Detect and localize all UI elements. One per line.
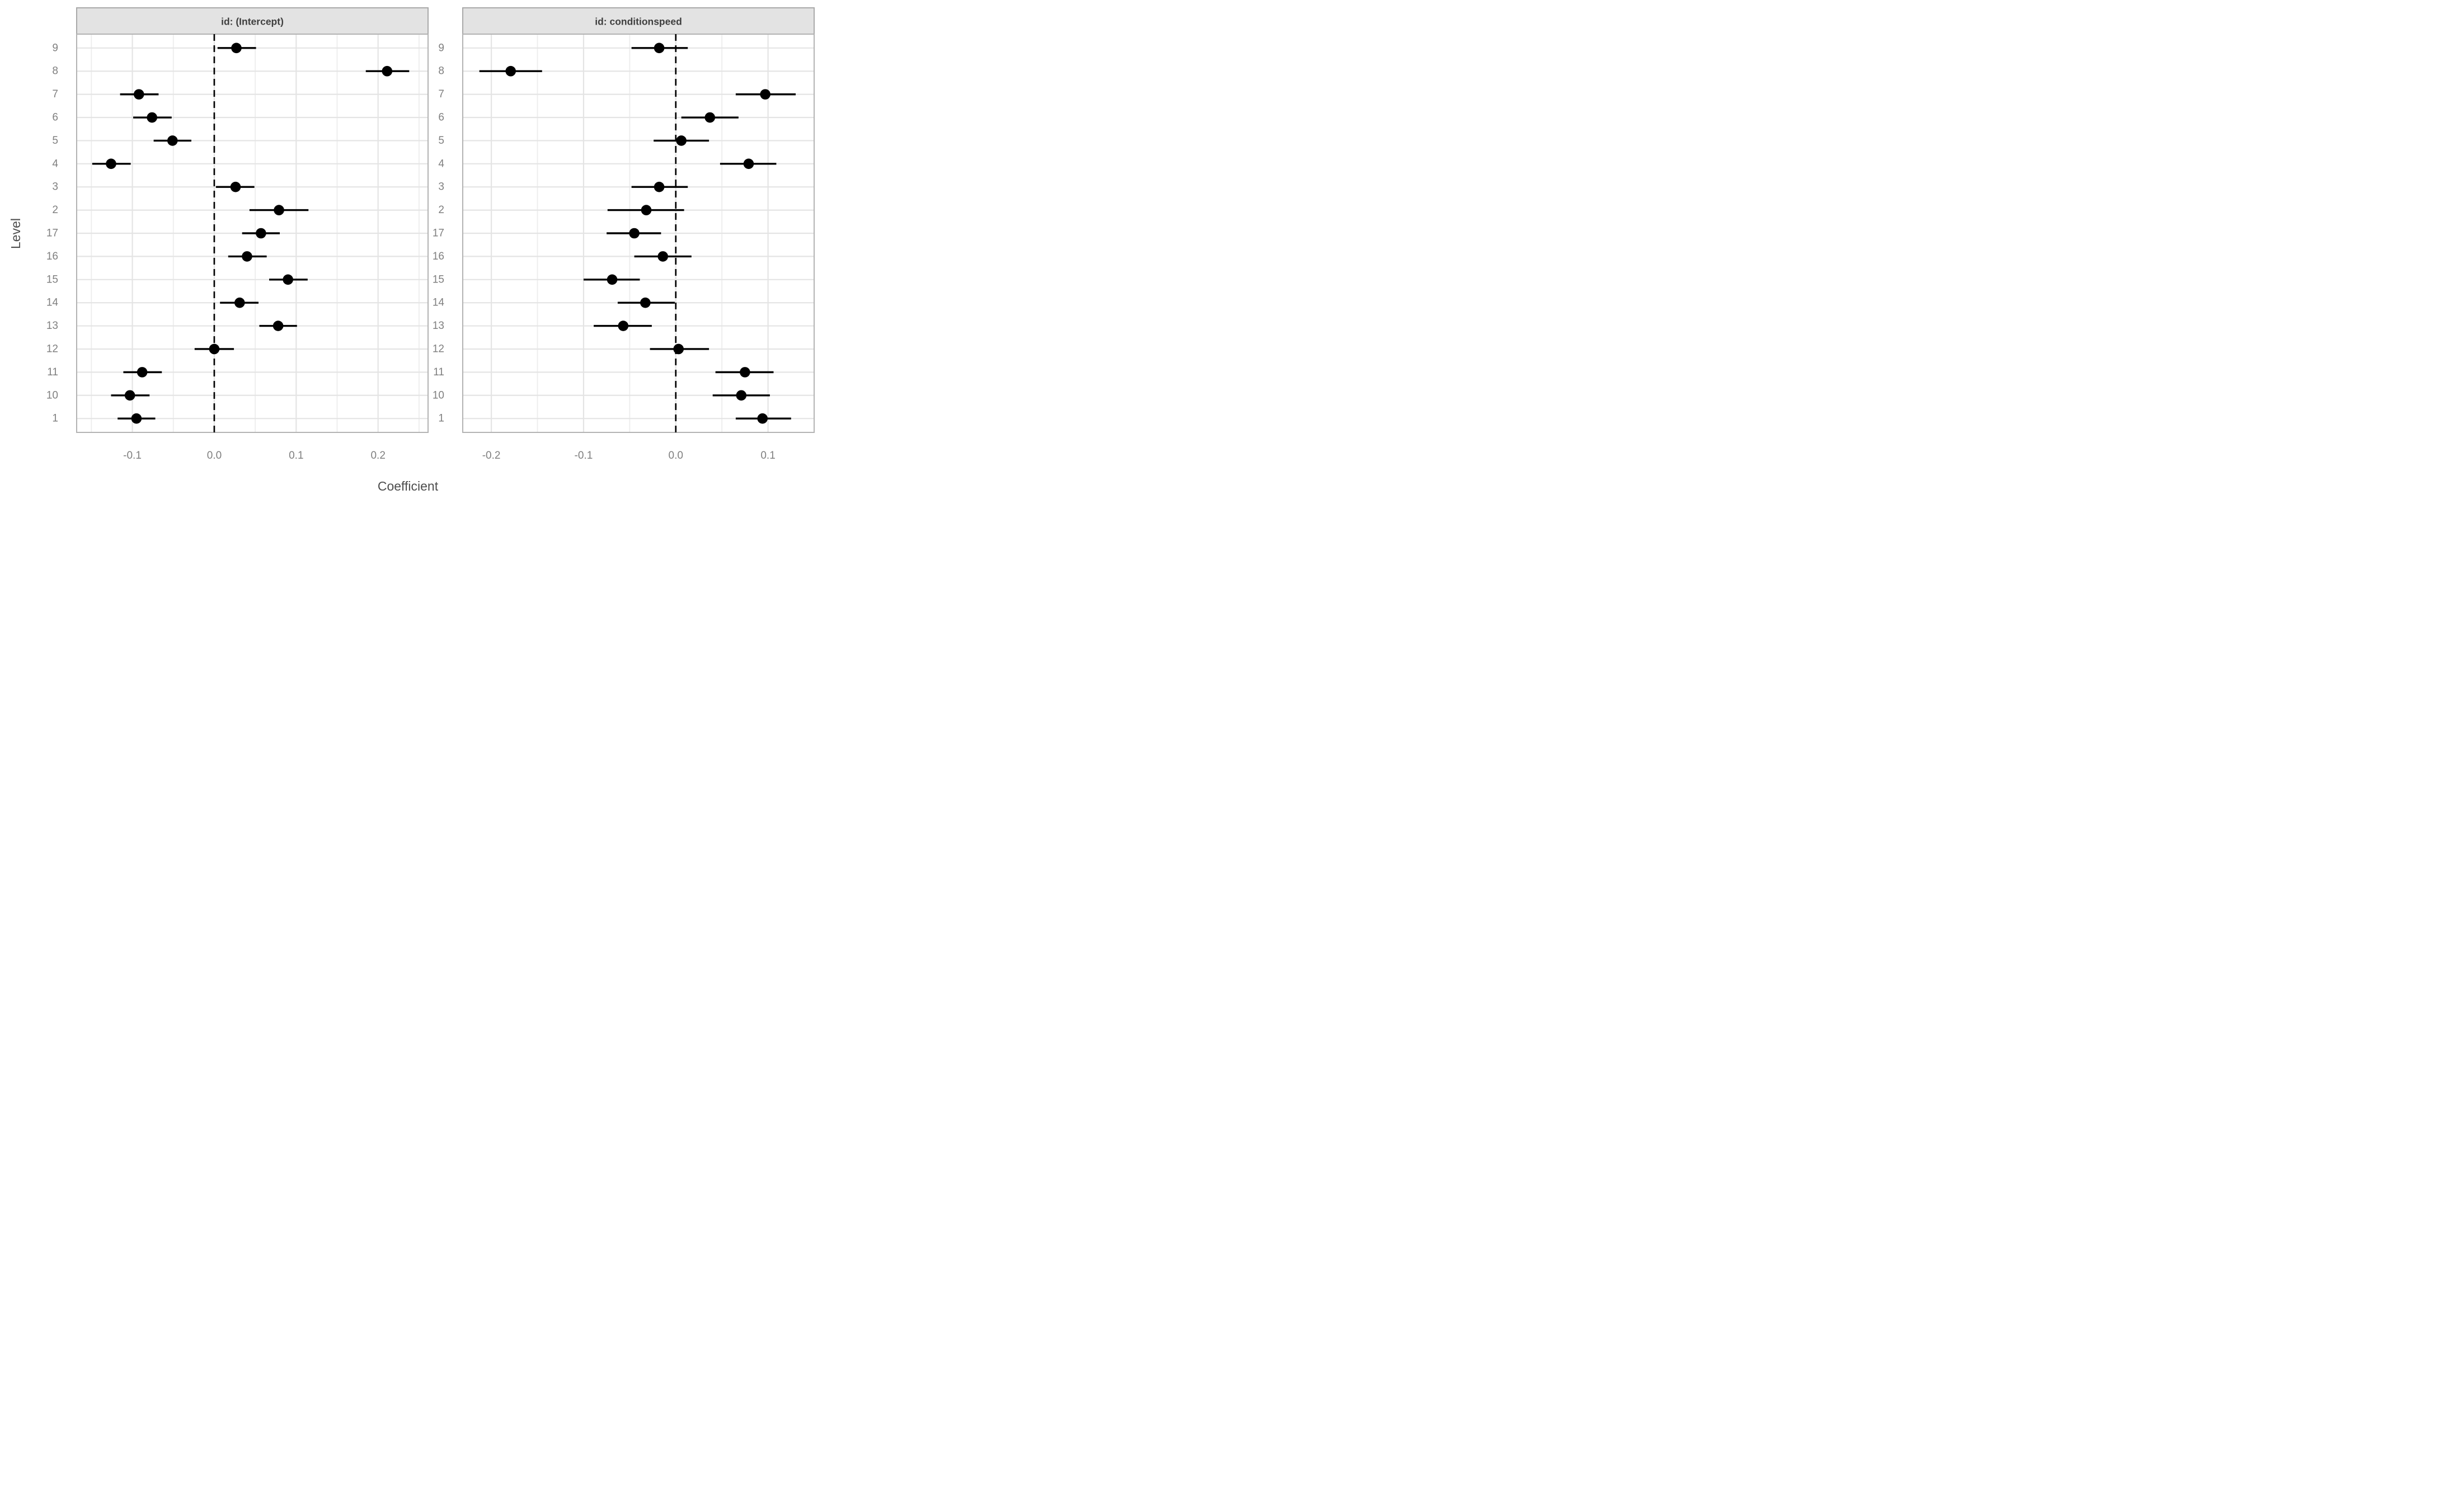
y-tick-label: 16 [46,251,58,262]
y-tick-label: 5 [438,135,444,147]
y-tick-label: 13 [46,320,58,332]
point-estimate [274,205,284,215]
point-estimate [505,65,516,77]
x-tick-label: 0.2 [370,450,385,461]
panel-border [462,34,815,433]
facet-strip [76,7,429,35]
y-axis-title: Level [8,218,23,249]
facet-strip [462,7,815,35]
point-estimate [640,297,651,308]
x-tick-label: 0.1 [289,450,303,461]
y-tick-label: 6 [438,112,444,124]
y-tick-label: 6 [52,112,58,124]
y-tick-label: 15 [46,274,58,285]
point-estimate [736,390,747,401]
point-estimate [209,343,220,355]
x-axis-title: Coefficient [377,479,439,493]
y-tick-label: 3 [52,181,58,193]
y-tick-label: 9 [52,42,58,54]
y-tick-label: 9 [438,42,444,54]
point-estimate [124,390,135,401]
point-estimate [618,321,629,331]
y-tick-label: 14 [433,297,445,309]
panel-border [76,34,429,433]
point-estimate [607,274,618,285]
y-tick-label: 14 [46,297,59,309]
point-estimate [760,89,770,100]
y-tick-label: 1 [438,413,444,425]
y-tick-label: 13 [433,320,444,332]
y-tick-label: 16 [433,251,444,262]
point-estimate [256,228,266,239]
point-estimate [272,321,284,331]
point-estimate [137,367,148,378]
y-tick-label: 8 [52,65,58,77]
y-tick-label: 10 [46,389,58,401]
facet-chart: id: (Intercept)9876543217161514131211101… [46,7,815,461]
point-estimate [167,135,178,146]
y-tick-label: 11 [47,366,58,378]
y-tick-label: 1 [52,413,58,425]
y-tick-label: 7 [52,88,58,100]
point-estimate [283,274,293,285]
point-estimate [657,251,668,262]
y-tick-label: 17 [433,228,444,239]
point-estimate [147,112,157,123]
x-tick-label: -0.1 [123,450,142,461]
y-tick-label: 10 [433,389,444,401]
point-estimate [740,367,750,378]
y-tick-label: 4 [52,158,58,169]
y-axis-title-wrap: Level [4,34,27,432]
y-tick-label: 4 [438,158,444,169]
y-tick-label: 17 [46,228,58,239]
y-tick-label: 3 [438,181,444,193]
point-estimate [629,228,640,239]
facet-title: id: conditionspeed [595,16,682,27]
y-tick-label: 8 [438,65,444,77]
point-estimate [641,205,652,215]
facet-title: id: (Intercept) [221,16,284,27]
y-tick-label: 5 [52,135,58,147]
point-estimate [743,158,754,169]
point-estimate [654,43,665,54]
point-estimate [382,65,393,77]
point-estimate [757,413,768,424]
point-estimate [654,181,665,192]
point-estimate [676,135,687,146]
x-tick-label: -0.2 [482,450,501,461]
y-tick-label: 15 [433,274,444,285]
point-estimate [704,112,716,123]
y-tick-label: 2 [52,204,58,216]
y-tick-label: 2 [438,204,444,216]
point-estimate [673,343,684,355]
x-tick-label: 0.0 [669,450,683,461]
y-tick-label: 7 [438,88,444,100]
point-estimate [242,251,252,262]
y-tick-label: 12 [433,343,444,355]
point-estimate [106,158,116,169]
point-estimate [234,297,245,308]
point-estimate [231,43,242,54]
y-tick-label: 11 [433,366,444,378]
point-estimate [131,413,142,424]
forest-plot-figure: id: (Intercept) 9 8 7 6 5 4 3 2 17 16 15 14 13 12 11 10 1… [0,0,816,504]
x-tick-label: -0.1 [575,450,593,461]
x-tick-label: 0.1 [760,450,775,461]
x-tick-label: 0.0 [207,450,222,461]
point-estimate [230,181,241,192]
y-tick-label: 12 [46,343,58,355]
point-estimate [133,89,144,100]
